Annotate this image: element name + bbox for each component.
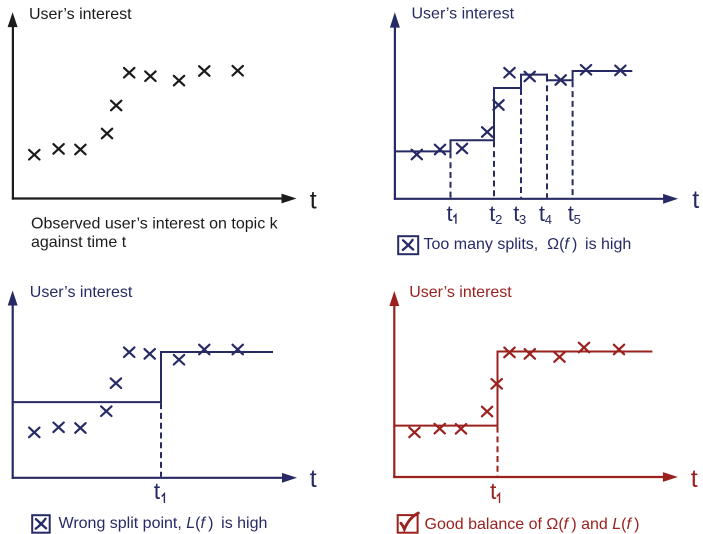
svg-text:t: t — [539, 201, 545, 226]
svg-text:Wrong split point, L(f ) is h: Wrong split point, L(f ) is high — [59, 515, 268, 532]
svg-text:2: 2 — [495, 212, 502, 227]
svg-text:4: 4 — [545, 212, 552, 227]
svg-text:t: t — [692, 186, 699, 214]
svg-text:5: 5 — [574, 212, 581, 227]
svg-text:User’s interest: User’s interest — [29, 6, 132, 23]
svg-text:User’s interest: User’s interest — [409, 284, 512, 301]
svg-text:User’s interest: User’s interest — [412, 6, 515, 23]
svg-text:Too many splits, Ω(f ) is hi: Too many splits, Ω(f ) is high — [424, 236, 632, 253]
svg-text:t: t — [154, 478, 161, 504]
svg-text:t: t — [691, 465, 698, 493]
svg-text:t: t — [490, 478, 497, 504]
svg-text:t: t — [568, 201, 574, 226]
svg-text:Observed user’s interest on to: Observed user’s interest on topic k — [31, 216, 279, 233]
svg-text:t: t — [447, 201, 453, 226]
svg-text:Good balance of Ω(f ) and L(f: Good balance of Ω(f ) and L(f ) — [425, 516, 640, 533]
svg-text:t: t — [489, 201, 495, 226]
svg-text:t: t — [310, 465, 317, 493]
svg-text:t: t — [310, 186, 317, 214]
svg-text:User’s interest: User’s interest — [30, 284, 133, 301]
svg-text:t: t — [513, 201, 519, 226]
svg-text:against time t: against time t — [31, 234, 127, 251]
svg-text:3: 3 — [519, 212, 526, 227]
